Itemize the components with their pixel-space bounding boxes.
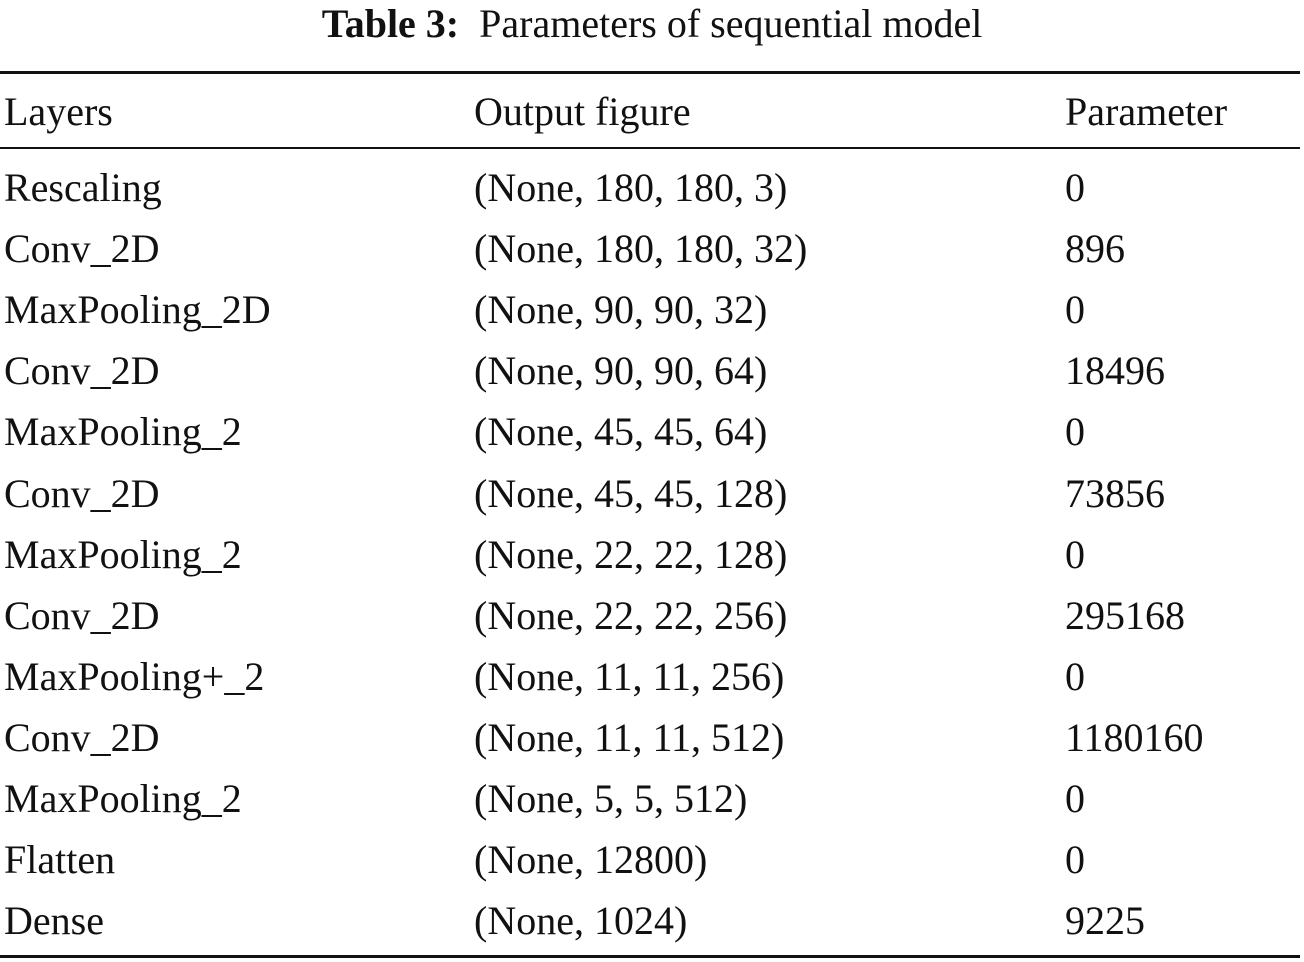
table-cell-output-figure: (None, 5, 5, 512) <box>474 776 748 821</box>
table-row: Conv_2D (None, 22, 22, 256) 295168 <box>0 585 1300 646</box>
table-cell-output-figure: (None, 12800) <box>474 837 708 882</box>
table-row: MaxPooling_2D (None, 90, 90, 32) 0 <box>0 279 1300 340</box>
table-cell-parameter: 1180160 <box>1065 715 1204 760</box>
table-cell-layer: Dense <box>4 898 104 943</box>
table-row: MaxPooling_2 (None, 45, 45, 64) 0 <box>0 401 1300 462</box>
table-cell-layer: Conv_2D <box>4 593 160 638</box>
table-cell-layer: Conv_2D <box>4 348 160 393</box>
table-cell-output-figure: (None, 1024) <box>474 898 688 943</box>
table-row: Dense (None, 1024) 9225 <box>0 890 1300 951</box>
table-cell-layer: Flatten <box>4 837 116 882</box>
table-cell-parameter: 0 <box>1065 654 1085 699</box>
table-cell-layer: MaxPooling+_2 <box>4 654 265 699</box>
table-cell-layer: MaxPooling_2D <box>4 287 271 332</box>
table-cell-layer: Rescaling <box>4 165 162 210</box>
table-row: MaxPooling+_2 (None, 11, 11, 256) 0 <box>0 646 1300 707</box>
caption-text: Parameters of sequential model <box>479 1 983 46</box>
table-cell-layer: MaxPooling_2 <box>4 776 242 821</box>
top-rule <box>0 71 1300 74</box>
table-cell-layer: MaxPooling_2 <box>4 532 242 577</box>
table-cell-parameter: 0 <box>1065 837 1085 882</box>
table-cell-layer: MaxPooling_2 <box>4 409 242 454</box>
table-row: Flatten (None, 12800) 0 <box>0 829 1300 890</box>
table-header: Layers Output figure Parameter <box>0 80 1300 144</box>
table-row: Conv_2D (None, 180, 180, 32) 896 <box>0 218 1300 279</box>
table-cell-output-figure: (None, 22, 22, 256) <box>474 593 788 638</box>
column-header-parameter: Parameter <box>1065 89 1228 134</box>
table-cell-parameter: 0 <box>1065 165 1085 210</box>
column-header-output-figure: Output figure <box>474 89 691 134</box>
table-cell-parameter: 0 <box>1065 409 1085 454</box>
table-cell-output-figure: (None, 11, 11, 512) <box>474 715 785 760</box>
table-body: Rescaling (None, 180, 180, 3) 0 Conv_2D (Non… <box>0 157 1300 951</box>
column-header-layers: Layers <box>4 89 113 134</box>
table-cell-parameter: 9225 <box>1065 898 1145 943</box>
table-cell-output-figure: (None, 90, 90, 64) <box>474 348 768 393</box>
table-cell-layer: Conv_2D <box>4 715 160 760</box>
table-cell-parameter: 73856 <box>1065 471 1165 516</box>
table-caption: Table 3: Parameters of sequential model <box>0 0 1304 50</box>
table-cell-layer: Conv_2D <box>4 226 160 271</box>
table-cell-output-figure: (None, 22, 22, 128) <box>474 532 788 577</box>
header-rule <box>0 147 1300 149</box>
table-cell-output-figure: (None, 90, 90, 32) <box>474 287 768 332</box>
table-row: Conv_2D (None, 45, 45, 128) 73856 <box>0 463 1300 524</box>
table-cell-parameter: 0 <box>1065 532 1085 577</box>
table-row: Rescaling (None, 180, 180, 3) 0 <box>0 157 1300 218</box>
table-cell-output-figure: (None, 11, 11, 256) <box>474 654 785 699</box>
table-row: Conv_2D (None, 90, 90, 64) 18496 <box>0 340 1300 401</box>
table-cell-parameter: 0 <box>1065 776 1085 821</box>
bottom-rule <box>0 955 1300 958</box>
table-cell-parameter: 295168 <box>1065 593 1185 638</box>
table-cell-output-figure: (None, 45, 45, 64) <box>474 409 768 454</box>
table-row: Conv_2D (None, 11, 11, 512) 1180160 <box>0 707 1300 768</box>
table-cell-output-figure: (None, 180, 180, 32) <box>474 226 808 271</box>
table-cell-layer: Conv_2D <box>4 471 160 516</box>
table-cell-parameter: 0 <box>1065 287 1085 332</box>
table-cell-output-figure: (None, 180, 180, 3) <box>474 165 788 210</box>
caption-label: Table 3: <box>321 1 460 46</box>
table-cell-parameter: 896 <box>1065 226 1125 271</box>
table-cell-parameter: 18496 <box>1065 348 1165 393</box>
table-row: MaxPooling_2 (None, 5, 5, 512) 0 <box>0 768 1300 829</box>
table-cell-output-figure: (None, 45, 45, 128) <box>474 471 788 516</box>
table-row: MaxPooling_2 (None, 22, 22, 128) 0 <box>0 524 1300 585</box>
